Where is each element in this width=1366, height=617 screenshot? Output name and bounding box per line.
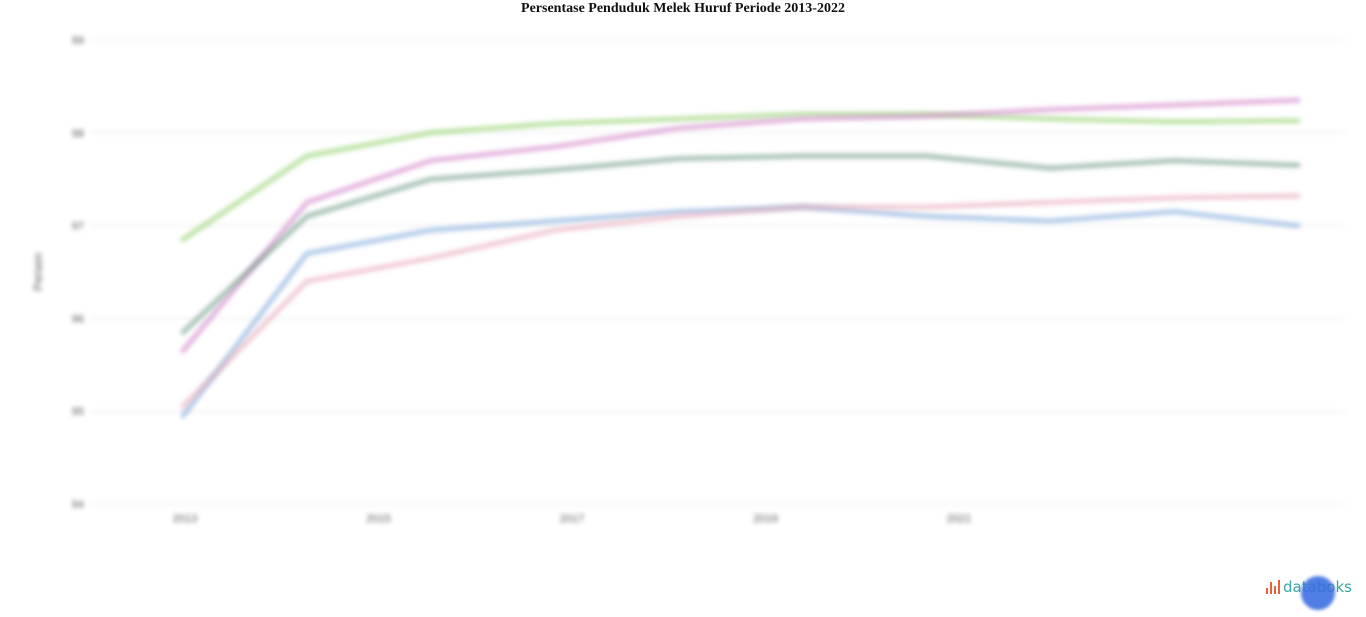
y-axis-label: Persen: [31, 253, 45, 291]
x-tick-label: 2021: [947, 513, 971, 525]
y-tick-label: 98: [72, 128, 84, 140]
databoks-logo-mark: [1266, 580, 1280, 594]
x-tick-label: 2015: [366, 513, 390, 525]
chat-bubble-icon[interactable]: [1301, 576, 1335, 610]
series-line-2: [180, 97, 1301, 354]
series-line-1: [180, 111, 1301, 242]
grid-layer: [90, 39, 1345, 505]
x-tick-label: 2017: [560, 513, 584, 525]
y-tick-label: 97: [72, 221, 84, 233]
series-line-4: [180, 204, 1301, 419]
x-tick-label: 2013: [173, 513, 197, 525]
x-tick-label: 2019: [753, 513, 777, 525]
x-tick-labels: 2013 2015 2017 2019 2021: [173, 513, 971, 525]
y-tick-label: 99: [72, 35, 84, 47]
series-layer: [180, 97, 1301, 419]
y-tick-label: 96: [72, 313, 84, 325]
y-tick-label: 95: [72, 406, 84, 418]
series-line-5: [180, 193, 1301, 410]
y-tick-label: 94: [72, 499, 84, 511]
chart-title: Persentase Penduduk Melek Huruf Periode …: [521, 1, 845, 16]
series-line-3: [180, 153, 1301, 335]
y-tick-labels: 99 98 97 96 95 94: [72, 35, 84, 511]
